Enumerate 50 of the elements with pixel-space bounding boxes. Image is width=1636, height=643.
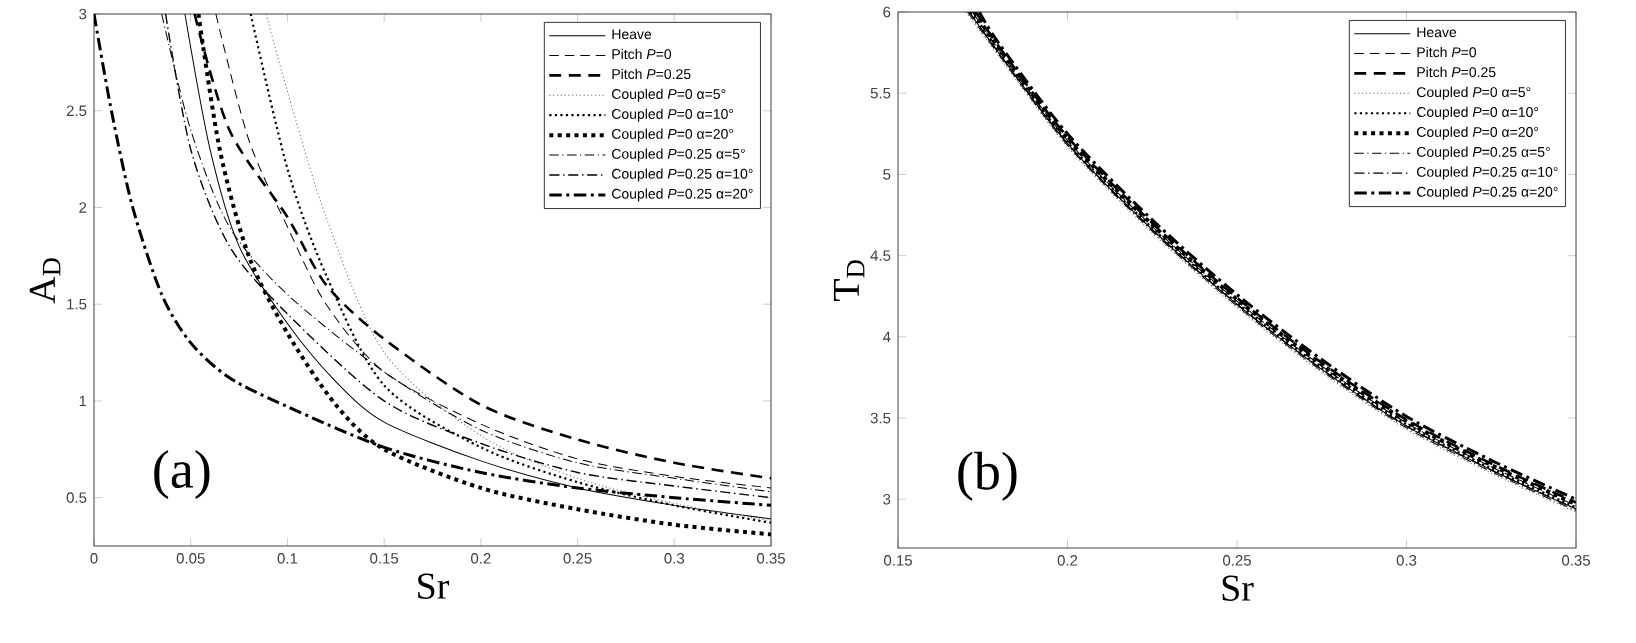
y-tick-label: 2.5 xyxy=(66,105,87,117)
x-tick-label: 0.35 xyxy=(757,553,785,564)
y-tick-label: 3 xyxy=(883,493,891,505)
x-tick-label: 0.05 xyxy=(176,553,205,564)
y-tick-label: 5 xyxy=(883,169,891,180)
annotation: (a) xyxy=(154,450,210,500)
legend-label: Coupled P=0 α=5° xyxy=(612,88,726,102)
legend-label: Coupled P=0.25 α=20° xyxy=(612,188,753,202)
annotation: (b) xyxy=(958,451,1017,501)
y-tick-label: 1.5 xyxy=(67,298,87,310)
x-tick-label: 0 xyxy=(90,553,98,564)
x-tick-label: 0.25 xyxy=(563,553,592,564)
legend-label: Heave xyxy=(612,29,652,40)
legend-label: Coupled P=0 α=5° xyxy=(1417,86,1531,100)
x-axis-title: Sr xyxy=(418,573,450,599)
legend-label: Coupled P=0 α=20° xyxy=(612,128,734,142)
legend-label: Coupled P=0.25 α=5° xyxy=(1417,146,1550,160)
y-tick-label: 1 xyxy=(79,395,87,407)
legend-label: Coupled P=0.25 α=10° xyxy=(612,168,753,182)
x-tick-label: 0.2 xyxy=(1057,555,1078,566)
legend-label: Coupled P=0 α=20° xyxy=(1417,126,1539,140)
legend-label: Coupled P=0 α=10° xyxy=(1417,106,1539,120)
x-tick-label: 0.3 xyxy=(1396,555,1417,566)
legend-label: Coupled P=0.25 α=5° xyxy=(612,148,745,162)
legend-label: Coupled P=0.25 α=20° xyxy=(1417,186,1558,200)
y-tick-label: 6 xyxy=(883,6,891,18)
legend-label: Heave xyxy=(1417,27,1457,38)
x-tick-label: 0.3 xyxy=(664,553,685,564)
y-tick-label: 3.5 xyxy=(870,412,891,424)
y-tick-label: 4 xyxy=(882,331,891,343)
y-axis-title: T$_{D}$ xyxy=(833,260,865,302)
legend-label: Coupled P=0 α=10° xyxy=(612,108,734,122)
legend-label: Pitch P=0 xyxy=(1417,46,1477,58)
y-tick-label: 0.5 xyxy=(66,492,87,503)
y-axis-title: A$_{D}$ xyxy=(29,258,61,304)
x-tick-label: 0.35 xyxy=(1562,555,1590,566)
x-tick-label: 0.25 xyxy=(1223,555,1251,566)
x-tick-label: 0.15 xyxy=(370,553,399,564)
y-tick-label: 3 xyxy=(79,8,87,20)
x-tick-label: 0.2 xyxy=(471,553,491,564)
x-tick-label: 0.15 xyxy=(884,555,912,566)
y-tick-label: 4.5 xyxy=(870,250,891,261)
x-axis-title: Sr xyxy=(1222,575,1254,601)
legend-label: Coupled P=0.25 α=10° xyxy=(1417,166,1558,180)
y-tick-label: 2 xyxy=(79,202,87,213)
y-tick-label: 5.5 xyxy=(870,87,891,99)
legend-label: Pitch P=0.25 xyxy=(1417,66,1496,78)
legend-label: Pitch P=0 xyxy=(612,48,672,60)
legend-label: Pitch P=0.25 xyxy=(612,68,691,80)
x-tick-label: 0.1 xyxy=(277,553,298,564)
